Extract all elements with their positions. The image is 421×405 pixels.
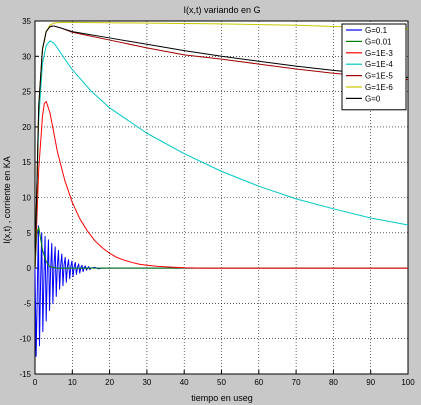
x-tick-label: 10 <box>68 378 77 387</box>
y-tick-label: -5 <box>24 299 32 308</box>
x-tick-label: 60 <box>254 378 263 387</box>
y-tick-label: 10 <box>22 194 31 203</box>
series-lines <box>34 21 409 357</box>
y-tick-label: 5 <box>27 229 32 238</box>
legend-label: G=1E-5 <box>365 72 393 81</box>
y-tick-label: -15 <box>19 370 31 379</box>
y-tick-label: 30 <box>22 52 31 61</box>
legend-box <box>341 23 407 111</box>
series-line-4 <box>34 40 409 269</box>
y-tick-label: 25 <box>22 88 31 97</box>
legend-label: G=0 <box>365 94 381 103</box>
x-axis-label: tiempo en useg <box>191 393 253 403</box>
axis-ticks: 0 10 20 30 40 50 60 70 80 90 100 -15 -10 -5 0 5 10 15 20 25… <box>19 17 415 387</box>
y-tick-label: 20 <box>22 123 31 132</box>
legend-label: G=0.01 <box>365 37 392 46</box>
x-tick-label: 50 <box>217 378 226 387</box>
y-tick-label: 15 <box>22 158 31 167</box>
x-tick-label: 40 <box>180 378 189 387</box>
legend-label: G=1E-6 <box>365 83 393 92</box>
x-tick-label: 20 <box>105 378 114 387</box>
series-line-1 <box>34 225 408 357</box>
x-tick-label: 0 <box>33 378 38 387</box>
y-tick-label: -10 <box>19 335 31 344</box>
x-tick-label: 80 <box>329 378 338 387</box>
series-line-7 <box>34 25 409 269</box>
x-tick-label: 70 <box>292 378 301 387</box>
legend-label: G=1E-3 <box>365 49 393 58</box>
y-tick-label: 0 <box>27 264 32 273</box>
x-tick-label: 30 <box>142 378 151 387</box>
y-tick-label: 35 <box>22 17 31 26</box>
legend: G=0.1 G=0.01 G=1E-3 G=1E-4 G=1E-5 G=1E-6 G=0 <box>341 23 407 111</box>
chart-title: I(x,t) variando en G <box>183 5 260 15</box>
x-tick-label: 100 <box>401 378 415 387</box>
x-tick-label: 90 <box>366 378 375 387</box>
series-line-3 <box>34 100 408 269</box>
series-line-2 <box>34 226 408 269</box>
legend-label: G=1E-4 <box>365 60 393 69</box>
y-axis-label: I(x,t) , corriente en KA <box>2 156 12 244</box>
legend-label: G=0.1 <box>365 26 388 35</box>
